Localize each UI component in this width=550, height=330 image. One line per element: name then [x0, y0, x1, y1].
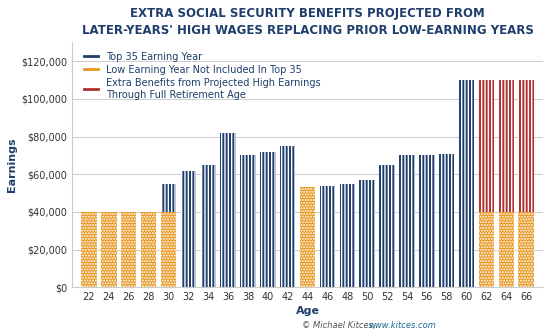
Bar [419, 155, 435, 287]
Bar [339, 184, 355, 287]
Bar [499, 80, 514, 212]
Text: © Michael Kitces,: © Michael Kitces, [302, 321, 376, 330]
Bar [519, 80, 534, 212]
Bar [161, 184, 176, 212]
Bar [459, 80, 474, 287]
Bar [379, 165, 395, 287]
Bar [101, 212, 117, 287]
Bar [101, 212, 117, 287]
Bar [360, 180, 375, 287]
Bar [478, 80, 494, 212]
Bar [121, 212, 136, 287]
Bar [478, 212, 494, 287]
Title: EXTRA SOCIAL SECURITY BENEFITS PROJECTED FROM
LATER-YEARS' HIGH WAGES REPLACING : EXTRA SOCIAL SECURITY BENEFITS PROJECTED… [81, 7, 534, 37]
Bar [201, 165, 216, 287]
Bar [81, 212, 97, 287]
Bar [499, 80, 514, 212]
Bar [419, 155, 435, 287]
Bar [161, 184, 176, 212]
Bar [519, 80, 534, 212]
Bar [399, 155, 415, 287]
Y-axis label: Earnings: Earnings [7, 138, 17, 192]
Bar [399, 155, 415, 287]
Bar [320, 185, 335, 287]
Bar [141, 212, 156, 287]
Bar [240, 155, 256, 287]
Bar [161, 212, 176, 287]
Bar [280, 146, 295, 287]
Bar [379, 165, 395, 287]
Bar [180, 171, 196, 287]
Bar [221, 133, 236, 287]
Bar [459, 80, 474, 287]
Bar [180, 171, 196, 287]
Bar [240, 155, 256, 287]
Bar [360, 180, 375, 287]
Bar [221, 133, 236, 287]
Bar [439, 153, 454, 287]
Bar [121, 212, 136, 287]
Text: www.kitces.com: www.kitces.com [368, 321, 436, 330]
Bar [339, 184, 355, 287]
Bar [280, 146, 295, 287]
Bar [320, 185, 335, 287]
Bar [499, 212, 514, 287]
Legend: Top 35 Earning Year, Low Earning Year Not Included In Top 35, Extra Benefits fro: Top 35 Earning Year, Low Earning Year No… [81, 50, 322, 102]
Bar [499, 212, 514, 287]
Bar [300, 187, 315, 287]
Bar [300, 187, 315, 287]
Bar [478, 80, 494, 212]
Bar [81, 212, 97, 287]
Bar [141, 212, 156, 287]
Bar [478, 212, 494, 287]
Bar [519, 212, 534, 287]
Bar [161, 212, 176, 287]
X-axis label: Age: Age [295, 307, 320, 316]
Bar [260, 152, 276, 287]
Bar [519, 212, 534, 287]
Bar [260, 152, 276, 287]
Bar [201, 165, 216, 287]
Bar [439, 153, 454, 287]
